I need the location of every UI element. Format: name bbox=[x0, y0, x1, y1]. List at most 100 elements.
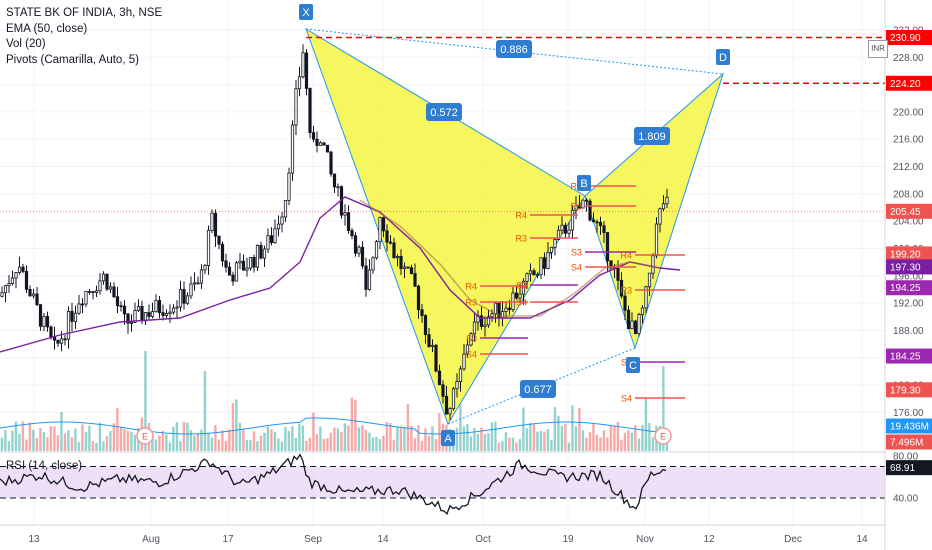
candle-body bbox=[490, 313, 494, 318]
volume-bar bbox=[231, 403, 235, 451]
volume-bar bbox=[375, 436, 378, 451]
volume-bar bbox=[49, 426, 53, 451]
candle-body bbox=[385, 230, 389, 243]
volume-bar bbox=[553, 407, 557, 451]
candle-body bbox=[392, 242, 396, 259]
candle-body bbox=[322, 142, 326, 146]
volume-bar bbox=[161, 430, 165, 451]
volume-bar bbox=[63, 433, 67, 451]
volume-bar bbox=[77, 442, 81, 451]
volume-bar bbox=[315, 434, 319, 451]
candle-body bbox=[248, 256, 253, 269]
volume-bar bbox=[385, 422, 389, 451]
candle-body bbox=[168, 311, 172, 315]
volume-bar bbox=[312, 412, 315, 451]
candle-body bbox=[647, 272, 652, 288]
volume-bar bbox=[473, 427, 476, 451]
volume-bar bbox=[616, 421, 620, 451]
time-tick-label: 19 bbox=[562, 534, 574, 545]
volume-bar bbox=[578, 407, 581, 451]
volume-bar bbox=[564, 423, 567, 451]
candle-body bbox=[311, 132, 316, 140]
legend-vol[interactable]: Vol (20) bbox=[6, 38, 46, 50]
volume-bar bbox=[102, 441, 105, 451]
volume-bar bbox=[508, 437, 511, 451]
candle-body bbox=[112, 286, 116, 298]
volume-bar bbox=[494, 421, 497, 451]
candle-body bbox=[665, 196, 669, 205]
candle-body bbox=[304, 52, 309, 89]
candle-body bbox=[504, 307, 508, 313]
candle-body bbox=[266, 235, 270, 250]
volume-bar bbox=[567, 442, 571, 451]
price-tag-box bbox=[886, 259, 932, 275]
volume-bar bbox=[662, 366, 665, 451]
candle-body bbox=[427, 334, 431, 347]
volume-bar bbox=[210, 437, 214, 451]
price-tags: 230.90 224.20 205.45 199.20 197.30 194.25 184.… bbox=[886, 30, 932, 476]
volume-bar bbox=[347, 425, 350, 451]
volume-bar bbox=[424, 428, 427, 451]
ratio-label-box bbox=[520, 380, 556, 398]
candle-body bbox=[28, 288, 32, 297]
candle-body bbox=[570, 209, 575, 231]
candle-body bbox=[31, 293, 36, 297]
candle-body bbox=[213, 212, 218, 237]
volume-bar bbox=[266, 426, 270, 451]
volume-bar bbox=[259, 435, 263, 451]
candle-body bbox=[556, 229, 561, 240]
volume-bar bbox=[333, 427, 336, 451]
time-tick-label: Dec bbox=[784, 534, 802, 545]
volume-bar bbox=[168, 442, 172, 451]
volume-bar bbox=[529, 422, 532, 451]
rsi-legend[interactable]: RSI (14, close) bbox=[6, 460, 83, 472]
price-tick-label: 204.00 bbox=[893, 217, 924, 228]
volume-bar bbox=[91, 441, 95, 451]
price-tag-label: 179.30 bbox=[890, 385, 921, 396]
volume-bar bbox=[459, 403, 462, 451]
candle-body bbox=[91, 291, 95, 293]
volume-bar bbox=[53, 426, 56, 451]
volume-bar bbox=[280, 441, 284, 451]
candle-body bbox=[420, 309, 424, 316]
ema-line bbox=[0, 196, 681, 353]
candle-body bbox=[542, 257, 547, 269]
volume-bar bbox=[634, 424, 637, 451]
candle-body bbox=[623, 295, 627, 311]
candle-body bbox=[465, 344, 470, 355]
candle-body bbox=[108, 286, 113, 290]
volume-bar bbox=[67, 430, 70, 451]
candle-body bbox=[14, 272, 18, 279]
candle-body bbox=[353, 235, 358, 254]
legend-ema[interactable]: EMA (50, close) bbox=[6, 22, 88, 35]
price-tick-label: 188.00 bbox=[893, 326, 924, 337]
volume-bar bbox=[637, 438, 641, 451]
candle-body bbox=[577, 205, 582, 209]
candle-body bbox=[483, 324, 487, 327]
volume-bar bbox=[613, 426, 616, 451]
currency-label[interactable]: INR bbox=[868, 40, 888, 58]
candle-body bbox=[406, 266, 410, 269]
candle-body bbox=[175, 306, 179, 309]
volume-bar bbox=[546, 429, 550, 451]
rsi-tick-label: 80.00 bbox=[893, 452, 918, 463]
price-tick-label: 212.00 bbox=[893, 162, 924, 173]
candle-body bbox=[409, 267, 414, 274]
candle-body bbox=[661, 203, 666, 210]
volume-bar bbox=[357, 427, 361, 451]
volume-bar bbox=[74, 428, 77, 451]
legend-symbol[interactable]: STATE BK OF INDIA, 3h, NSE bbox=[6, 7, 163, 19]
candle-body bbox=[451, 388, 456, 409]
volume-bar bbox=[403, 427, 406, 451]
candle-body bbox=[654, 223, 659, 257]
volume-bar bbox=[175, 422, 179, 451]
volume-bar bbox=[88, 425, 91, 451]
volume-bar bbox=[25, 439, 28, 451]
legend-pivots[interactable]: Pivots (Camarilla, Auto, 5) bbox=[6, 53, 139, 66]
candle-body bbox=[185, 295, 190, 304]
volume-bar bbox=[112, 423, 116, 451]
candle-body bbox=[84, 291, 88, 305]
earnings-marker bbox=[136, 427, 154, 445]
volume-bar bbox=[574, 426, 578, 451]
